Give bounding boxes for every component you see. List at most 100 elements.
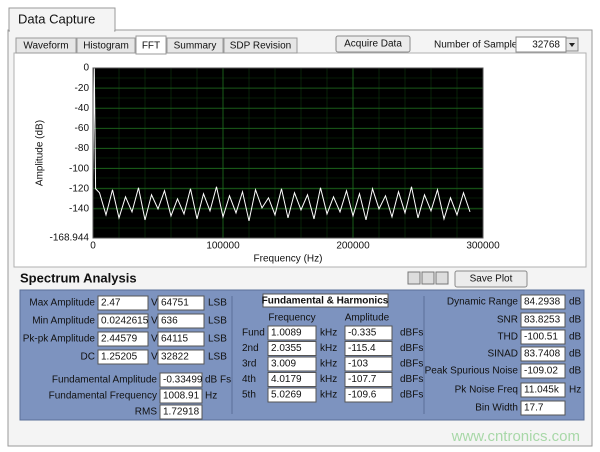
field-value: 1.25205 — [101, 352, 138, 363]
field-value: 0.0242615 — [101, 316, 149, 327]
metric-value-box — [520, 329, 566, 345]
harmonic-amp: -115.4 — [348, 343, 376, 354]
plot-area — [93, 68, 483, 238]
pan-tool[interactable] — [435, 271, 449, 285]
save-plot-button[interactable] — [454, 270, 528, 288]
y-tick-label: -168.944 — [50, 233, 90, 244]
code-value: 32822 — [161, 352, 189, 363]
select-arrow — [569, 43, 575, 47]
y-tick-label: 0 — [83, 63, 89, 74]
code-value-box — [157, 313, 205, 329]
metric-value: 83.7408 — [524, 349, 561, 360]
freq-unit: kHz — [320, 359, 337, 370]
code-value-box — [157, 349, 205, 365]
harmonic-freq: 1.0089 — [271, 328, 302, 339]
watermark: www.cntronics.com — [451, 428, 580, 445]
field-value-box — [97, 313, 149, 329]
metric-value-box — [520, 294, 566, 310]
field-label: Pk-pk Amplitude — [23, 334, 96, 345]
metric-label: Bin Width — [475, 403, 518, 414]
field-value: 2.47 — [101, 298, 121, 309]
amp-unit: dBFs — [400, 359, 423, 370]
code-value: 636 — [161, 316, 178, 327]
metric-value: -109.02 — [524, 366, 558, 377]
metric-value-box — [520, 346, 566, 362]
harmonics-title-box — [262, 293, 389, 308]
amp-unit: dBFs — [400, 343, 423, 354]
metric-unit: dB — [569, 349, 582, 360]
x-axis-label: Frequency (Hz) — [254, 254, 323, 265]
field-value-box — [97, 349, 149, 365]
harmonic-freq-box — [267, 341, 317, 356]
code-value-box — [157, 331, 205, 347]
metric-value: 83.8253 — [524, 315, 561, 326]
metric-value-box — [520, 363, 566, 379]
harmonic-amp-box — [344, 341, 393, 356]
code-unit: LSB — [208, 352, 227, 363]
harmonic-freq-box — [267, 325, 317, 341]
zoom-tool[interactable] — [407, 271, 421, 285]
spectrum-trace — [92, 68, 471, 222]
acquire-button-label: Acquire Data — [344, 39, 402, 50]
y-tick-label: -80 — [75, 143, 90, 154]
field-value-box — [97, 295, 149, 311]
tab-label: FFT — [142, 41, 160, 52]
code-value-box — [157, 295, 205, 311]
samples-label: Number of Samples — [434, 40, 522, 51]
plot-border — [92, 67, 484, 239]
metric-unit: dB — [569, 315, 582, 326]
field-label: Min Amplitude — [32, 316, 95, 327]
metric-label: Pk Noise Freq — [455, 385, 518, 396]
tab-label: Summary — [174, 41, 217, 52]
tab-label: Histogram — [83, 41, 129, 52]
harmonic-freq: 2.0355 — [271, 343, 302, 354]
tab[interactable] — [166, 37, 224, 54]
harmonic-amp-box — [344, 325, 393, 341]
harmonic-amp: -107.7 — [348, 374, 377, 385]
metric-value: 17.7 — [524, 403, 544, 414]
metric-value: 11.045k — [524, 385, 560, 396]
field-label: DC — [81, 352, 95, 363]
metric-label: SNR — [497, 315, 518, 326]
field-value-box — [159, 404, 203, 420]
amp-unit: dBFs — [400, 390, 423, 401]
freq-unit: kHz — [320, 343, 337, 354]
code-unit: LSB — [208, 298, 227, 309]
plot-layer — [92, 67, 484, 239]
tab[interactable] — [135, 35, 167, 55]
metric-label: Dynamic Range — [447, 297, 519, 308]
x-tick-label: 0 — [90, 241, 96, 252]
field-unit: V — [151, 334, 158, 345]
harmonic-amp-box — [344, 372, 393, 387]
harmonic-label: Fund — [242, 328, 265, 339]
harmonic-freq-box — [267, 356, 317, 372]
magnify-tool[interactable] — [421, 271, 435, 285]
field-label: Fundamental Frequency — [49, 391, 157, 402]
window-tab-label: Data Capture — [18, 11, 95, 26]
code-unit: LSB — [208, 334, 227, 345]
samples-value: 32768 — [532, 40, 560, 51]
harmonic-freq: 3.009 — [271, 359, 296, 370]
field-value: 1.72918 — [163, 407, 200, 418]
acquire-button[interactable] — [335, 35, 411, 53]
field-value-box — [159, 388, 203, 404]
harmonic-amp: -0.335 — [348, 328, 377, 339]
field-unit: dB Fs — [205, 375, 231, 386]
field-label: Max Amplitude — [29, 298, 95, 309]
amp-header: Amplitude — [345, 313, 390, 324]
metric-value-box — [520, 400, 566, 416]
metric-value-box — [520, 382, 566, 398]
tab[interactable] — [15, 37, 77, 54]
tab[interactable] — [76, 37, 136, 54]
harmonic-amp-box — [344, 387, 393, 403]
field-unit: V — [151, 316, 158, 327]
freq-header: Frequency — [268, 313, 315, 324]
harmonic-freq: 4.0179 — [271, 374, 302, 385]
y-tick-label: -100 — [69, 163, 89, 174]
harmonic-amp-box — [344, 356, 393, 372]
metric-value: -100.51 — [524, 332, 558, 343]
code-value: 64751 — [161, 298, 189, 309]
tab[interactable] — [223, 37, 298, 54]
y-tick-label: -60 — [75, 123, 90, 134]
